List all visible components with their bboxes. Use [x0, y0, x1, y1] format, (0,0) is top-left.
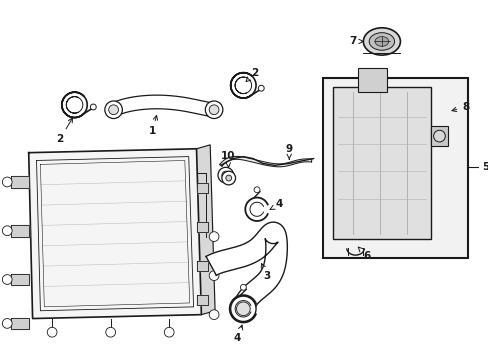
Text: 8: 8: [451, 102, 468, 112]
Polygon shape: [196, 261, 208, 271]
Text: 2: 2: [56, 118, 72, 144]
Circle shape: [108, 105, 118, 114]
Text: 6: 6: [358, 247, 370, 261]
Bar: [332, 87, 430, 239]
Circle shape: [209, 310, 219, 320]
Polygon shape: [110, 95, 214, 117]
Circle shape: [105, 327, 115, 337]
Circle shape: [433, 130, 445, 142]
Circle shape: [47, 327, 57, 337]
Polygon shape: [196, 183, 208, 193]
Circle shape: [2, 275, 12, 284]
Circle shape: [90, 104, 96, 110]
Circle shape: [104, 101, 122, 118]
Polygon shape: [196, 295, 208, 305]
Ellipse shape: [374, 37, 388, 46]
Circle shape: [236, 302, 250, 316]
Bar: [430, 126, 447, 146]
Circle shape: [2, 226, 12, 235]
Polygon shape: [11, 225, 29, 237]
Circle shape: [240, 284, 246, 290]
Circle shape: [254, 187, 260, 193]
Polygon shape: [11, 176, 29, 188]
Polygon shape: [11, 318, 29, 329]
Text: 4: 4: [233, 325, 242, 343]
Circle shape: [209, 271, 219, 280]
Circle shape: [230, 296, 256, 321]
Polygon shape: [11, 274, 29, 285]
Text: 5: 5: [482, 162, 488, 172]
Circle shape: [164, 327, 174, 337]
Polygon shape: [29, 149, 201, 319]
Circle shape: [225, 175, 231, 181]
Text: 1: 1: [149, 116, 157, 136]
Ellipse shape: [363, 28, 400, 55]
Text: 7: 7: [348, 36, 363, 46]
Text: 9: 9: [285, 144, 292, 159]
Circle shape: [222, 171, 235, 185]
Bar: [357, 68, 386, 92]
Circle shape: [258, 85, 264, 91]
Circle shape: [2, 177, 12, 187]
Ellipse shape: [368, 33, 394, 50]
Polygon shape: [205, 222, 287, 311]
Text: 4: 4: [269, 199, 283, 210]
Text: 10: 10: [220, 150, 235, 167]
Text: 2: 2: [245, 68, 258, 82]
Circle shape: [218, 167, 233, 183]
Polygon shape: [219, 156, 311, 167]
Polygon shape: [196, 222, 208, 232]
Circle shape: [209, 232, 219, 242]
Circle shape: [209, 105, 219, 114]
Polygon shape: [196, 145, 215, 315]
Bar: [323, 77, 467, 258]
Circle shape: [2, 319, 12, 328]
Circle shape: [222, 171, 229, 179]
Circle shape: [205, 101, 223, 118]
Text: 3: 3: [261, 264, 270, 280]
